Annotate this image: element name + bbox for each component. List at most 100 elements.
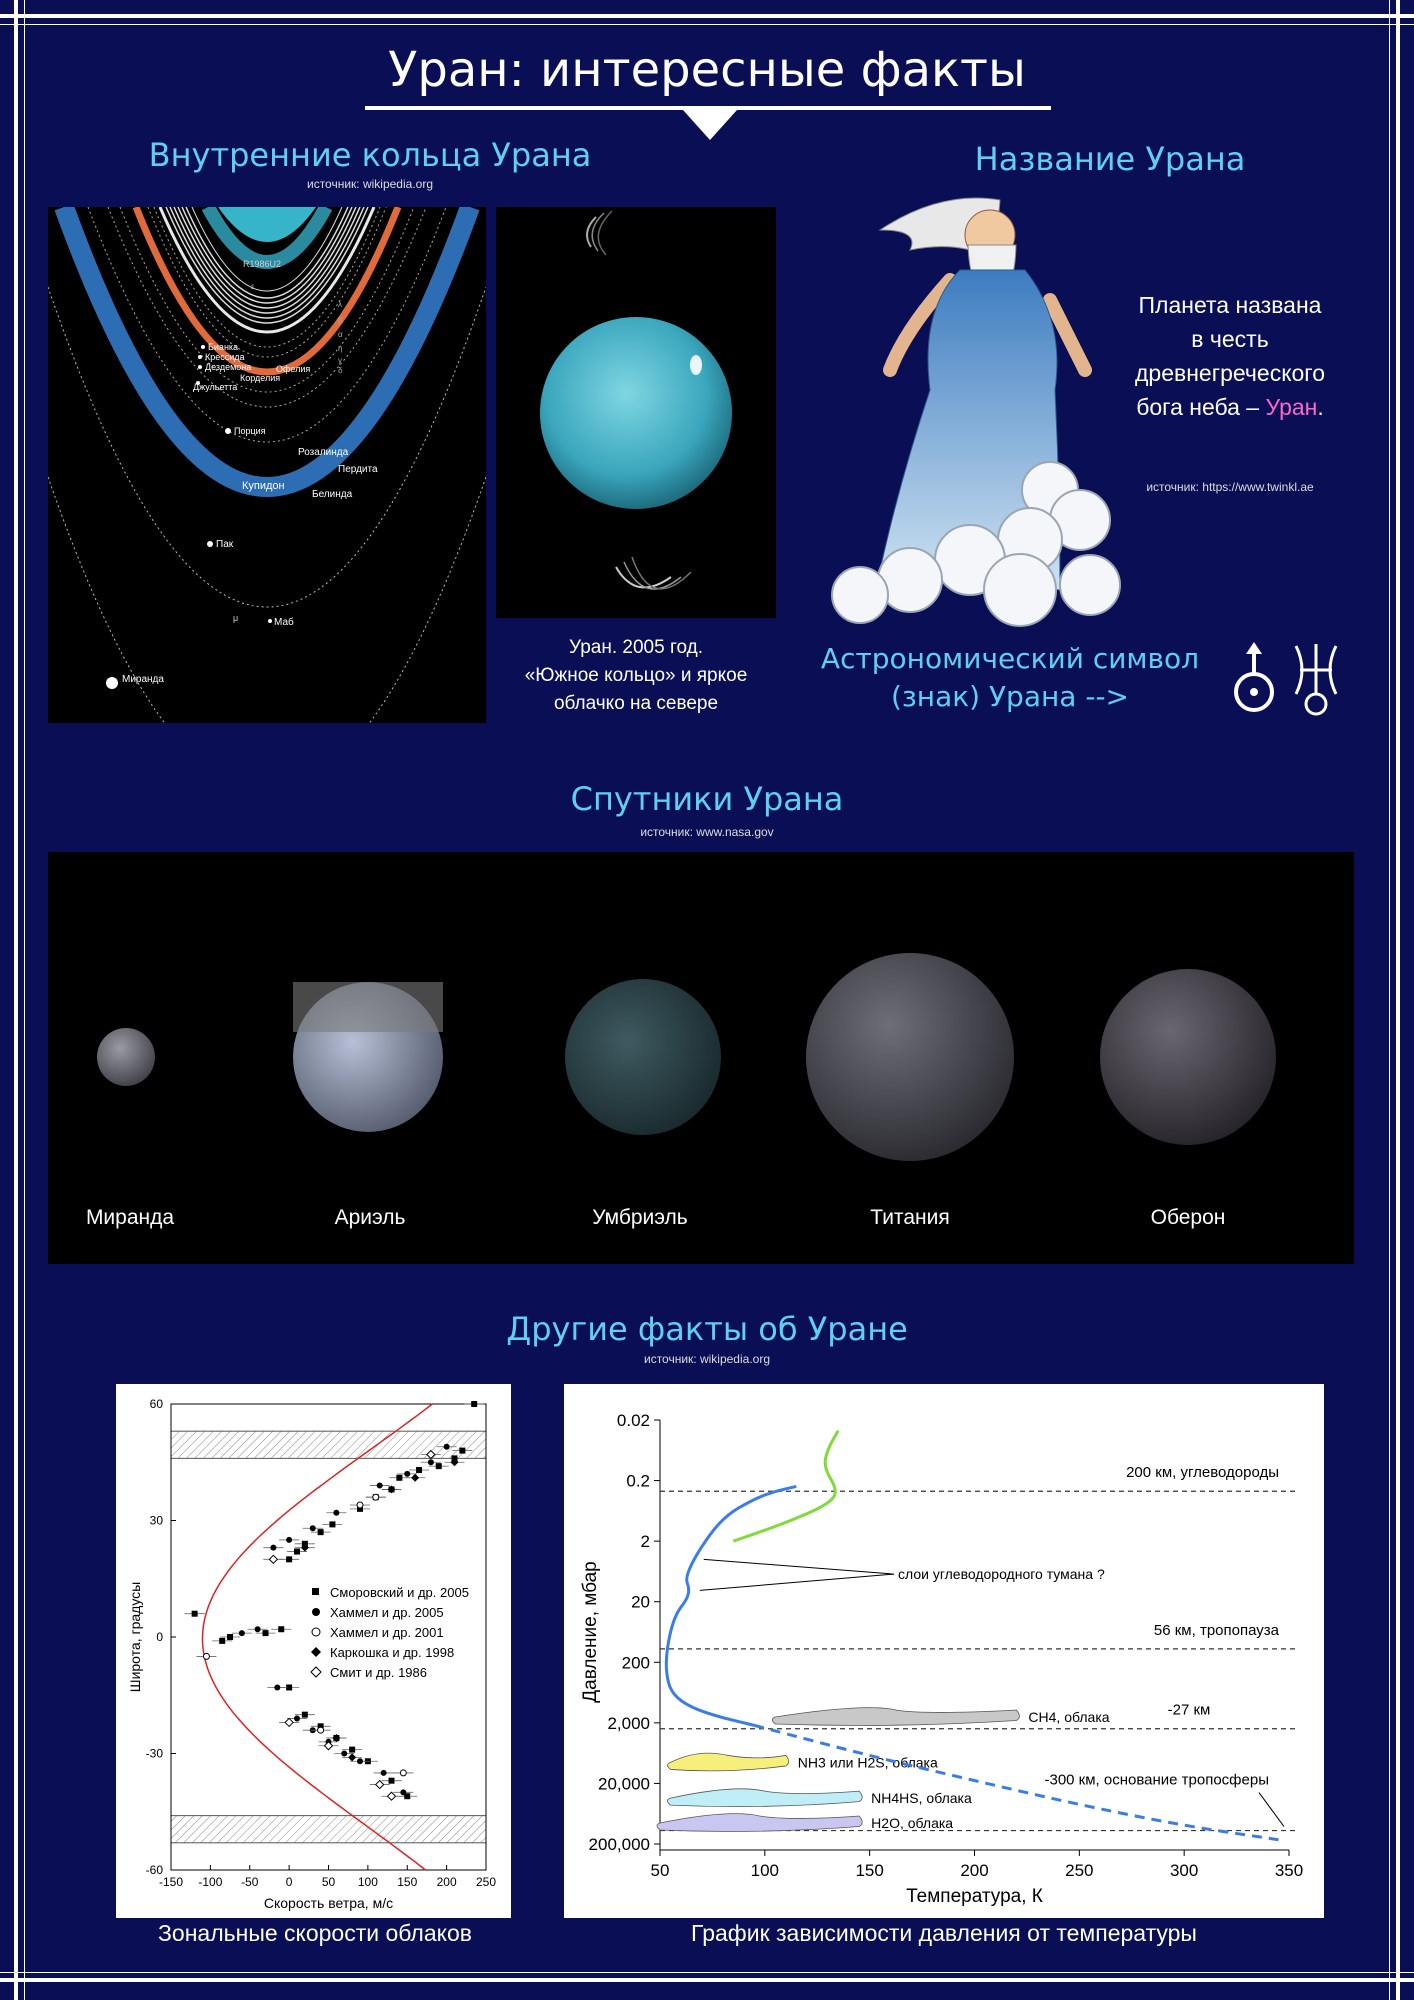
svg-text:Корделия: Корделия — [240, 373, 280, 383]
point-square — [357, 1505, 363, 1512]
legend-entry: Каркошка и др. 1998 — [330, 1645, 454, 1660]
point-square — [286, 1684, 293, 1691]
uranus-symbol-svg — [1234, 642, 1338, 716]
point-circle — [357, 1758, 363, 1765]
frame-left-line — [14, 0, 18, 2000]
page-title: Уран: интересные факты — [388, 42, 1026, 98]
svg-text:Порция: Порция — [234, 426, 266, 436]
moon-name-miranda: Миранда — [85, 1206, 175, 1229]
y-tick-label: 30 — [150, 1514, 164, 1528]
svg-text:λ: λ — [338, 300, 342, 309]
moons-svg — [97, 953, 1276, 1161]
pt-level-label: 56 км, тропопауза — [1154, 1622, 1280, 1639]
svg-text:δ: δ — [338, 366, 343, 375]
pt-cloud — [771, 1707, 1020, 1726]
point-circle — [400, 1789, 407, 1796]
legend-marker — [312, 1608, 320, 1616]
point-square — [286, 1556, 293, 1563]
y-tick-label: -30 — [146, 1747, 164, 1761]
y-tick-label: 0 — [156, 1630, 163, 1644]
frame-bottom-line — [0, 1978, 1414, 1982]
y-tick-label: -60 — [146, 1863, 164, 1877]
point-square — [435, 1463, 442, 1470]
wind-chart-svg: -150 -100 -50 0 50 100 150 200 250 60 30 0 -30 -60 Ско… — [127, 1397, 496, 1911]
pt-series-line — [753, 1723, 1279, 1842]
point-circle — [443, 1443, 450, 1450]
point-square — [262, 1630, 269, 1637]
moons-heading: Спутники Урана — [570, 780, 844, 818]
moon-name-titania: Титания — [870, 1206, 950, 1229]
pt-x-tick-label: 350 — [1275, 1861, 1303, 1880]
title-pointer — [683, 110, 737, 140]
x-tick-label: -100 — [198, 1875, 222, 1889]
point-circle — [274, 1684, 281, 1691]
point-diamond — [411, 1473, 420, 1482]
point-circle — [376, 1482, 383, 1489]
pt-cloud-label: NH4HS, облака — [871, 1790, 972, 1806]
point-circle-open — [317, 1726, 325, 1734]
frame-top-line — [0, 14, 1414, 18]
name-heading: Название Урана — [974, 140, 1246, 178]
pt-ylabel: Давление, мбар — [580, 1561, 601, 1702]
point-circle — [380, 1769, 387, 1776]
point-circle — [294, 1715, 300, 1722]
pt-cloud-label: NH3 или H2S, облака — [798, 1754, 938, 1770]
pt-x-tick-label: 100 — [751, 1861, 779, 1880]
moon-name-ariel: Ариэль — [334, 1206, 406, 1229]
svg-text:Маб: Маб — [274, 616, 294, 628]
svg-text:Дездемона: Дездемона — [205, 362, 251, 372]
uranus-photo — [496, 207, 776, 618]
photo-caption-3: облачко на севере — [553, 693, 719, 714]
point-circle — [404, 1470, 411, 1477]
point-circle-open — [399, 1769, 407, 1777]
legend-marker — [311, 1647, 321, 1657]
point-diamond-open — [323, 1741, 334, 1751]
pt-y-tick-label: 2,000 — [607, 1714, 650, 1733]
photo-caption-1: Уран. 2005 год. — [569, 637, 703, 658]
legend-entry: Хаммел и др. 2005 — [330, 1605, 444, 1620]
ring-label-r1986u2: R1986U2 — [243, 259, 281, 269]
point-circle-open — [356, 1501, 364, 1509]
pt-x-tick-label: 50 — [651, 1861, 670, 1880]
point-square — [227, 1634, 234, 1640]
legend-entry: Хаммел и др. 2001 — [330, 1625, 444, 1640]
pt-x-tick-label: 150 — [855, 1861, 883, 1880]
x-tick-label: -50 — [241, 1875, 259, 1889]
pt-haze-label: слои углеводородного тумана ? — [898, 1566, 1105, 1582]
point-square — [219, 1637, 226, 1644]
svg-text:γ: γ — [338, 356, 342, 365]
svg-text:μ: μ — [233, 613, 238, 623]
legend-entry: Сморовский и др. 2005 — [330, 1585, 469, 1600]
point-diamond-open — [426, 1449, 436, 1460]
point-diamond — [348, 1753, 357, 1762]
svg-text:Крессида: Крессида — [205, 352, 245, 362]
point-diamond — [332, 1733, 341, 1742]
x-tick-label: 150 — [397, 1875, 417, 1889]
svg-text:η: η — [338, 344, 342, 353]
name-text-3: древнегреческого — [1135, 360, 1325, 386]
pt-y-tick-label: 2 — [641, 1532, 650, 1551]
pt-cloud-label: CH4, облака — [1028, 1709, 1109, 1725]
pt-y-tick-label: 20 — [631, 1593, 650, 1612]
point-diamond-open — [374, 1779, 385, 1790]
legend-marker — [310, 1666, 322, 1678]
legend-marker — [312, 1588, 319, 1595]
pt-series-line — [732, 1429, 840, 1543]
pt-cloud — [667, 1788, 863, 1808]
wind-chart-caption: Зональные скорости облаков — [158, 1920, 472, 1946]
x-tick-label: 100 — [358, 1875, 378, 1889]
moon-miranda — [97, 1028, 155, 1086]
point-square — [404, 1793, 411, 1800]
frame-right-line — [1396, 0, 1400, 2000]
svg-text:β: β — [338, 316, 343, 325]
frame-bottom-line-2 — [0, 1972, 1414, 1973]
point-circle-open — [202, 1652, 210, 1660]
pt-y-tick-label: 0.2 — [626, 1472, 650, 1491]
pt-x-tick-label: 250 — [1065, 1861, 1093, 1880]
moon-name-umbriel: Умбриэль — [592, 1206, 688, 1229]
svg-text:Джульетта: Джульетта — [193, 382, 237, 392]
point-square — [317, 1529, 324, 1536]
legend-entry: Смит и др. 1986 — [330, 1665, 427, 1680]
pt-level-label: -27 км — [1168, 1702, 1211, 1719]
point-square — [317, 1723, 324, 1730]
